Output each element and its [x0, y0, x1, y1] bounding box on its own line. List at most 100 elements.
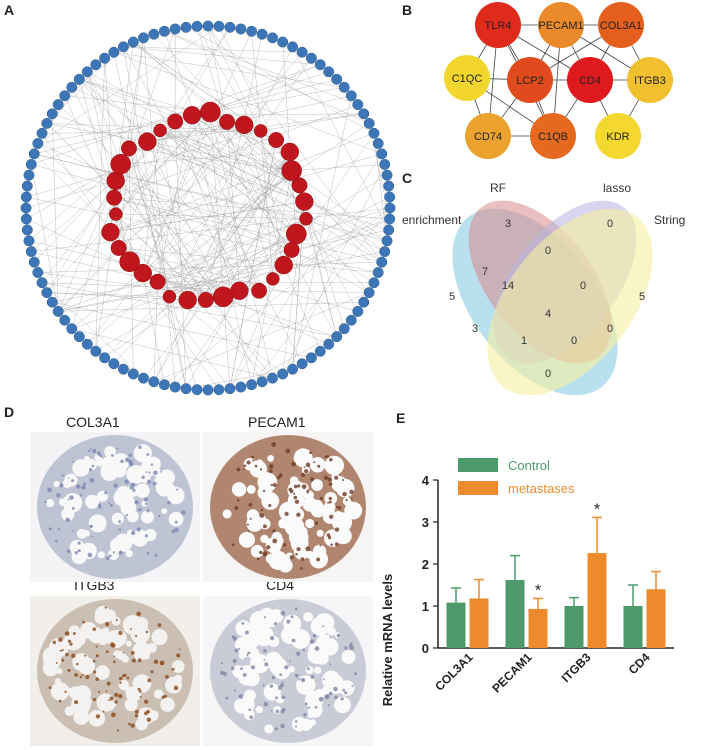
- stain-dot: [250, 665, 256, 670]
- stain-dot: [344, 691, 348, 695]
- network-edge: [174, 121, 187, 389]
- network-edge: [123, 46, 303, 53]
- stain-dot: [146, 509, 150, 513]
- network-node-hub: [200, 101, 221, 123]
- tissue-vacuole: [304, 691, 324, 710]
- network-node-hub: [109, 207, 123, 221]
- stain-dot: [120, 459, 124, 464]
- network-node-outer: [46, 108, 58, 120]
- stain-dot: [146, 552, 150, 555]
- stain-dot: [91, 464, 95, 468]
- x-tick-label: CD4: [626, 650, 653, 677]
- stain-dot: [137, 658, 142, 663]
- network-edge: [159, 130, 297, 235]
- stain-dot: [128, 722, 131, 726]
- stain-dot: [89, 478, 95, 483]
- network-node-outer: [363, 117, 375, 129]
- panel-label-d: D: [4, 404, 15, 420]
- stain-dot: [342, 688, 346, 692]
- network-node-outer: [148, 28, 160, 40]
- tissue-vacuole: [263, 683, 281, 701]
- tissue-vacuole: [153, 689, 164, 699]
- stain-dot: [176, 488, 179, 491]
- stain-dot: [48, 686, 52, 690]
- stain-dot: [302, 648, 305, 652]
- stain-dot: [317, 464, 321, 468]
- network-edge: [31, 251, 224, 298]
- venn-count: 3: [505, 218, 511, 230]
- tissue-vacuole: [303, 611, 314, 622]
- stain-dot: [291, 461, 297, 467]
- stain-dot: [314, 705, 318, 709]
- network-node-outer: [383, 224, 395, 236]
- hub-node-label: COL3A1: [600, 20, 642, 32]
- ihc-image-cd4: [203, 596, 373, 746]
- network-edge: [52, 113, 59, 312]
- network-node-outer: [287, 41, 299, 53]
- network-edge: [260, 58, 312, 132]
- network-node-outer: [246, 25, 258, 37]
- stain-dot: [44, 500, 47, 504]
- network-edge: [118, 130, 261, 249]
- tissue-vacuole: [95, 668, 105, 677]
- network-edge: [31, 164, 297, 235]
- bar-chart-e: 0 1 2 3 4 COL3A1 PECAM1 ITGB3 CD4 * * Control met…: [380, 458, 674, 706]
- stain-dot: [125, 457, 130, 463]
- network-edge: [114, 197, 390, 220]
- network-node-hub: [133, 263, 152, 283]
- network-node-outer: [287, 363, 299, 375]
- tissue-vacuole: [161, 508, 168, 515]
- stain-dot: [318, 696, 324, 702]
- network-node-outer: [323, 66, 335, 78]
- stain-dot: [174, 527, 179, 532]
- network-edge: [115, 180, 240, 291]
- stain-dot: [87, 449, 91, 453]
- stain-dot: [147, 678, 152, 683]
- stain-dot: [153, 470, 158, 476]
- ihc-image-col3a1: [30, 432, 200, 582]
- tissue-vacuole: [116, 650, 126, 660]
- stain-dot: [165, 674, 169, 679]
- stain-dot: [123, 673, 127, 677]
- tissue-vacuole: [111, 512, 124, 525]
- tissue-vacuole: [148, 710, 159, 721]
- tissue-vacuole: [222, 509, 232, 519]
- tissue-vacuole: [255, 705, 263, 714]
- stain-dot: [54, 539, 58, 543]
- network-node-outer: [66, 323, 78, 335]
- network-edge: [291, 249, 370, 293]
- stain-dot: [61, 474, 64, 477]
- venn-diagram-c: RF lasso enrichment String 3 0 7 0 5 14 …: [402, 181, 685, 396]
- network-edge: [373, 133, 388, 241]
- y-tick-label: 3: [422, 515, 429, 530]
- stain-dot: [272, 483, 277, 487]
- network-edge: [115, 213, 206, 301]
- stain-dot: [299, 566, 303, 570]
- stain-dot: [118, 550, 123, 555]
- network-node-outer: [235, 381, 247, 393]
- network-edge: [260, 130, 379, 273]
- network-node-outer: [267, 372, 278, 384]
- network-node-outer: [224, 21, 236, 33]
- hub-node-tlr4: [475, 2, 521, 48]
- network-node-hub: [266, 272, 280, 286]
- network-node-hub: [178, 290, 197, 310]
- stain-dot: [259, 513, 265, 518]
- stain-dot: [323, 678, 325, 681]
- network-node-outer: [235, 23, 247, 35]
- hub-node-label: PECAM1: [538, 20, 583, 32]
- stain-dot: [143, 497, 149, 502]
- stain-dot: [254, 464, 258, 468]
- stain-dot: [52, 640, 57, 645]
- tissue-vacuole: [233, 698, 250, 714]
- stain-dot: [85, 675, 90, 680]
- tissue-vacuole: [316, 529, 324, 537]
- stain-dot: [294, 673, 299, 678]
- stain-dot: [294, 607, 298, 611]
- network-edge: [291, 164, 385, 171]
- tissue-vacuole: [301, 452, 309, 460]
- network-edge: [196, 26, 274, 279]
- tissue-vacuole: [151, 629, 168, 646]
- tissue-vacuole: [146, 456, 161, 472]
- stain-dot: [109, 642, 115, 647]
